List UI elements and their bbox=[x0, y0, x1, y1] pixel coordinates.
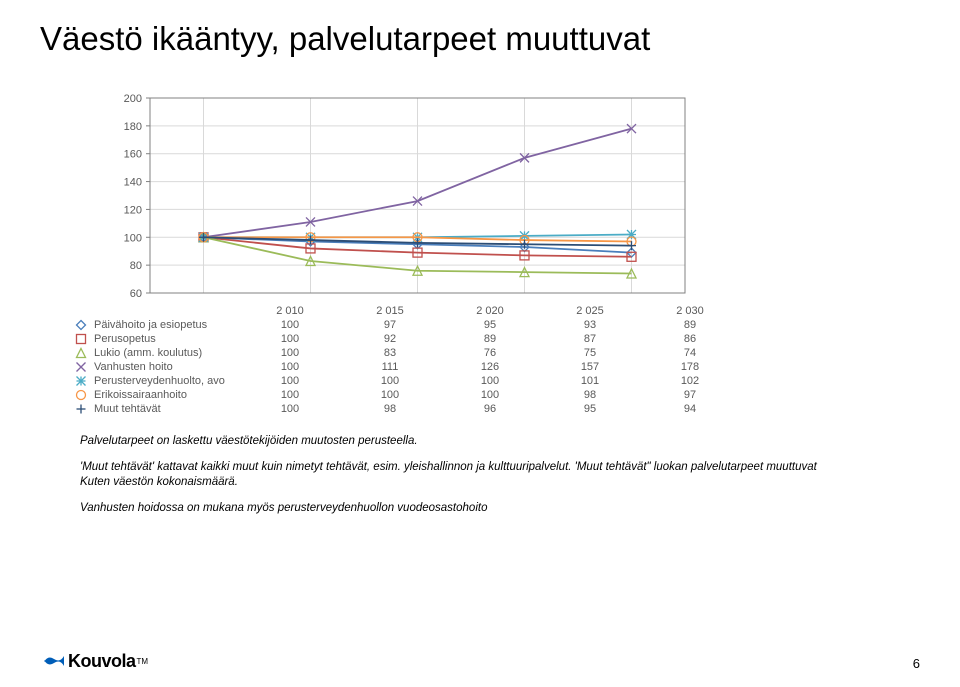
data-cell: 89 bbox=[440, 332, 540, 346]
svg-text:160: 160 bbox=[124, 149, 142, 161]
svg-text:180: 180 bbox=[124, 121, 142, 133]
data-cell: 100 bbox=[440, 374, 540, 388]
data-cell: 100 bbox=[240, 346, 340, 360]
table-column-header: 2 010 bbox=[240, 304, 340, 318]
data-cell: 75 bbox=[540, 346, 640, 360]
legend-marker-icon bbox=[74, 402, 88, 416]
data-cell: 157 bbox=[540, 360, 640, 374]
svg-text:100: 100 bbox=[124, 232, 142, 244]
legend-marker-icon bbox=[74, 346, 88, 360]
table-row: Vanhusten hoito 100111126157178 bbox=[70, 360, 740, 374]
slide-title: Väestö ikääntyy, palvelutarpeet muuttuva… bbox=[40, 20, 920, 58]
series-label-cell: Vanhusten hoito bbox=[70, 360, 240, 374]
page-number: 6 bbox=[913, 656, 920, 671]
footnote-line: Palvelutarpeet on laskettu väestötekijöi… bbox=[80, 434, 840, 450]
table-column-header: 2 020 bbox=[440, 304, 540, 318]
data-cell: 126 bbox=[440, 360, 540, 374]
series-label-cell: Päivähoito ja esiopetus bbox=[70, 318, 240, 332]
table-row: Muut tehtävät 10098969594 bbox=[70, 402, 740, 416]
table-row: Perusterveydenhuolto, avo100100100101102 bbox=[70, 374, 740, 388]
data-cell: 100 bbox=[240, 360, 340, 374]
data-cell: 97 bbox=[340, 318, 440, 332]
data-cell: 89 bbox=[640, 318, 740, 332]
svg-text:80: 80 bbox=[130, 260, 142, 272]
logo-icon bbox=[40, 649, 68, 673]
data-cell: 95 bbox=[540, 402, 640, 416]
series-name: Lukio (amm. koulutus) bbox=[94, 347, 202, 359]
data-cell: 96 bbox=[440, 402, 540, 416]
data-cell: 93 bbox=[540, 318, 640, 332]
data-cell: 100 bbox=[240, 332, 340, 346]
svg-text:60: 60 bbox=[130, 288, 142, 299]
table-header-row: 2 0102 0152 0202 0252 030 bbox=[70, 304, 740, 318]
logo-tm: TM bbox=[137, 657, 149, 666]
series-label-cell: Lukio (amm. koulutus) bbox=[70, 346, 240, 360]
line-chart: 60 80 100 120 140 160 180 200 bbox=[110, 88, 695, 299]
data-cell: 102 bbox=[640, 374, 740, 388]
series-label-cell: Erikoissairaanhoito bbox=[70, 388, 240, 402]
series-name: Perusopetus bbox=[94, 333, 156, 345]
data-cell: 87 bbox=[540, 332, 640, 346]
data-cell: 98 bbox=[540, 388, 640, 402]
series-name: Vanhusten hoito bbox=[94, 361, 173, 373]
table-row: Perusopetus 10092898786 bbox=[70, 332, 740, 346]
table-column-header: 2 030 bbox=[640, 304, 740, 318]
data-cell: 100 bbox=[440, 388, 540, 402]
data-cell: 100 bbox=[240, 402, 340, 416]
data-cell: 100 bbox=[240, 318, 340, 332]
legend-marker-icon bbox=[74, 388, 88, 402]
logo-text: Kouvola bbox=[68, 651, 136, 672]
data-cell: 101 bbox=[540, 374, 640, 388]
footnote-line: Vanhusten hoidossa on mukana myös perust… bbox=[80, 501, 840, 517]
data-cell: 95 bbox=[440, 318, 540, 332]
legend-marker-icon bbox=[74, 374, 88, 388]
svg-text:200: 200 bbox=[124, 93, 142, 105]
data-cell: 100 bbox=[240, 388, 340, 402]
series-name: Päivähoito ja esiopetus bbox=[94, 319, 207, 331]
chart-container: 60 80 100 120 140 160 180 200 bbox=[110, 88, 710, 299]
legend-marker-icon bbox=[74, 332, 88, 346]
series-name: Perusterveydenhuolto, avo bbox=[94, 375, 225, 387]
data-cell: 94 bbox=[640, 402, 740, 416]
table-row: Päivähoito ja esiopetus 10097959389 bbox=[70, 318, 740, 332]
data-cell: 86 bbox=[640, 332, 740, 346]
data-cell: 100 bbox=[240, 374, 340, 388]
data-cell: 76 bbox=[440, 346, 540, 360]
data-cell: 98 bbox=[340, 402, 440, 416]
table-column-header: 2 025 bbox=[540, 304, 640, 318]
table-column-header: 2 015 bbox=[340, 304, 440, 318]
data-cell: 97 bbox=[640, 388, 740, 402]
data-cell: 100 bbox=[340, 374, 440, 388]
series-label-cell: Perusterveydenhuolto, avo bbox=[70, 374, 240, 388]
legend-marker-icon bbox=[74, 360, 88, 374]
svg-text:120: 120 bbox=[124, 204, 142, 216]
footnote-line: 'Muut tehtävät' kattavat kaikki muut kui… bbox=[80, 460, 840, 491]
data-cell: 178 bbox=[640, 360, 740, 374]
footnotes: Palvelutarpeet on laskettu väestötekijöi… bbox=[80, 434, 840, 516]
data-cell: 111 bbox=[340, 360, 440, 374]
data-cell: 92 bbox=[340, 332, 440, 346]
table-row: Lukio (amm. koulutus) 10083767574 bbox=[70, 346, 740, 360]
series-label-cell: Muut tehtävät bbox=[70, 402, 240, 416]
data-cell: 100 bbox=[340, 388, 440, 402]
series-name: Muut tehtävät bbox=[94, 403, 161, 415]
series-label-cell: Perusopetus bbox=[70, 332, 240, 346]
table-row: Erikoissairaanhoito1001001009897 bbox=[70, 388, 740, 402]
data-cell: 74 bbox=[640, 346, 740, 360]
data-cell: 83 bbox=[340, 346, 440, 360]
footer-logo: KouvolaTM bbox=[40, 649, 148, 673]
chart-data-table: 2 0102 0152 0202 0252 030Päivähoito ja e… bbox=[70, 304, 740, 416]
series-name: Erikoissairaanhoito bbox=[94, 389, 187, 401]
legend-marker-icon bbox=[74, 318, 88, 332]
svg-text:140: 140 bbox=[124, 177, 142, 189]
